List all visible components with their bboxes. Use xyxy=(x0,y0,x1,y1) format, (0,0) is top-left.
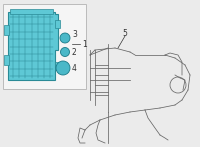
Polygon shape xyxy=(8,12,58,80)
Circle shape xyxy=(60,47,70,56)
Circle shape xyxy=(60,33,70,43)
Bar xyxy=(55,62,60,70)
Text: 4: 4 xyxy=(72,64,77,72)
Bar xyxy=(4,25,9,35)
Text: 5: 5 xyxy=(123,29,127,37)
Text: 1: 1 xyxy=(82,40,87,49)
Text: 3: 3 xyxy=(72,30,77,39)
Bar xyxy=(10,9,53,14)
Bar xyxy=(4,55,9,65)
Circle shape xyxy=(56,61,70,75)
Text: 2: 2 xyxy=(72,47,77,56)
Bar xyxy=(55,20,60,28)
Bar xyxy=(3,4,86,89)
